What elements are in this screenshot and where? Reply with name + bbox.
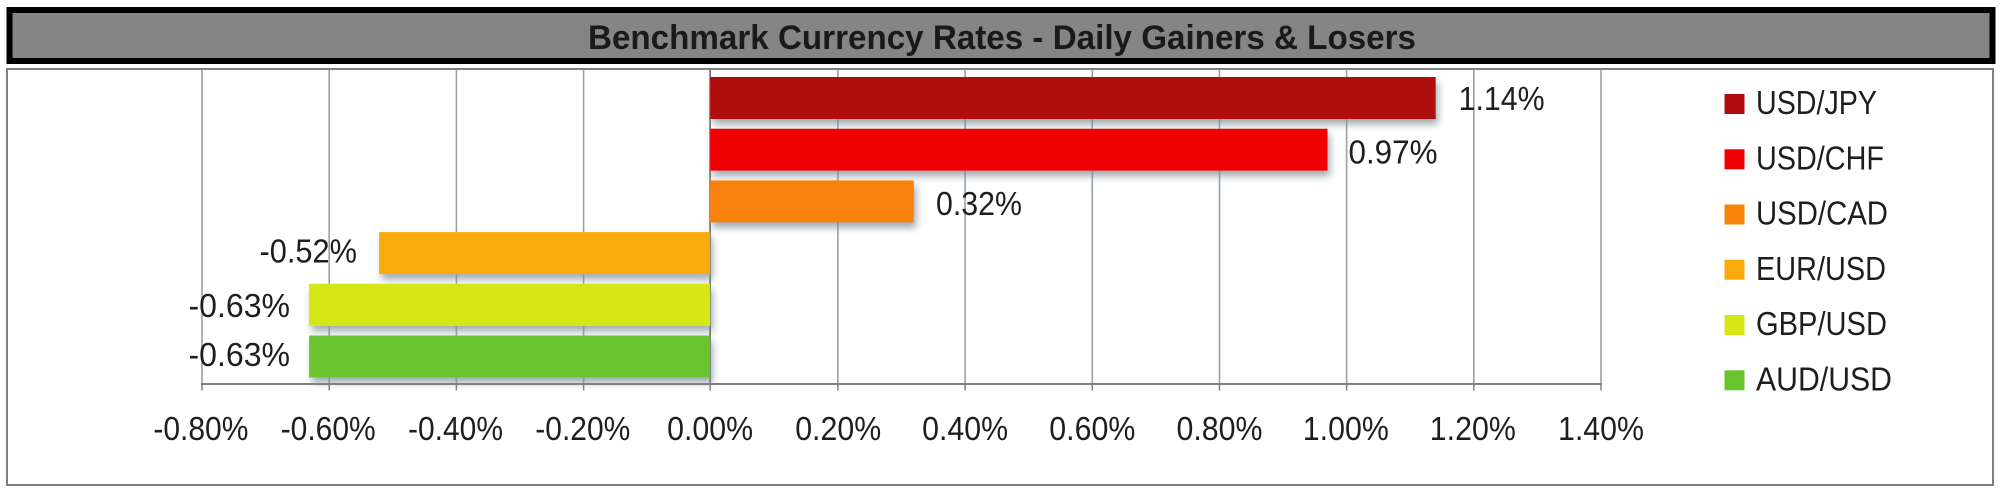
svg-text:Benchmark Currency Rates - Dai: Benchmark Currency Rates - Daily Gainers… (588, 19, 1416, 57)
svg-text:-0.63%: -0.63% (189, 287, 291, 324)
svg-text:0.32%: 0.32% (936, 185, 1022, 222)
svg-text:USD/JPY: USD/JPY (1756, 84, 1877, 121)
svg-text:-0.52%: -0.52% (260, 232, 357, 269)
svg-text:AUD/USD: AUD/USD (1756, 361, 1892, 398)
svg-text:-0.60%: -0.60% (281, 410, 376, 447)
svg-text:1.14%: 1.14% (1459, 80, 1545, 117)
svg-text:0.60%: 0.60% (1049, 410, 1135, 447)
svg-text:1.20%: 1.20% (1430, 410, 1516, 447)
svg-text:-0.20%: -0.20% (535, 410, 630, 447)
svg-text:-0.63%: -0.63% (189, 336, 291, 373)
svg-text:1.40%: 1.40% (1558, 410, 1644, 447)
svg-text:EUR/USD: EUR/USD (1756, 250, 1886, 287)
svg-text:0.00%: 0.00% (667, 410, 753, 447)
svg-text:0.80%: 0.80% (1177, 410, 1263, 447)
svg-text:0.97%: 0.97% (1349, 134, 1438, 171)
svg-text:USD/CHF: USD/CHF (1756, 140, 1884, 177)
svg-text:0.20%: 0.20% (795, 410, 881, 447)
svg-text:1.00%: 1.00% (1303, 410, 1389, 447)
svg-text:0.40%: 0.40% (922, 410, 1008, 447)
svg-text:-0.40%: -0.40% (408, 410, 503, 447)
svg-text:USD/CAD: USD/CAD (1756, 195, 1888, 232)
svg-text:-0.80%: -0.80% (153, 410, 248, 447)
svg-text:GBP/USD: GBP/USD (1756, 305, 1887, 342)
